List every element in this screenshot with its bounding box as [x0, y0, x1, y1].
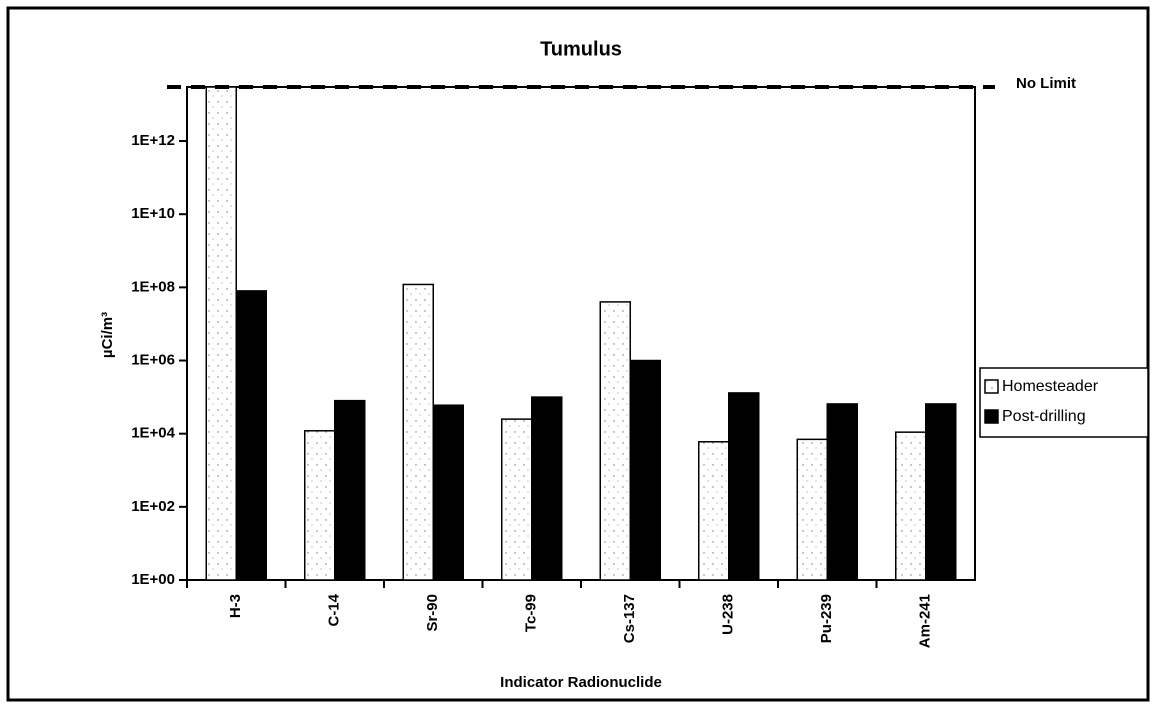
- bar: [205, 86, 237, 581]
- y-axis-label: µCi/m³: [99, 312, 116, 358]
- bar: [501, 418, 533, 581]
- bar: [599, 301, 631, 581]
- legend-swatch: [984, 379, 999, 394]
- y-tick-label: 1E+06: [131, 351, 175, 368]
- bar: [531, 396, 563, 581]
- bar: [826, 403, 858, 581]
- x-tick-label: C-14: [326, 593, 343, 626]
- chart-title: Tumulus: [540, 38, 622, 60]
- x-tick-label: U-238: [720, 594, 737, 635]
- legend-swatch: [984, 409, 999, 424]
- x-axis-label: Indicator Radionuclide: [500, 674, 662, 691]
- bar: [925, 403, 957, 581]
- bar: [432, 404, 464, 581]
- bar: [334, 399, 366, 581]
- legend-label: Homesteader: [1002, 378, 1099, 395]
- bar: [698, 441, 730, 581]
- bar: [235, 290, 267, 581]
- x-tick-label: Pu-239: [818, 594, 835, 643]
- y-tick-label: 1E+08: [131, 278, 175, 295]
- y-tick-label: 1E+02: [131, 498, 175, 515]
- bar: [895, 431, 927, 581]
- x-tick-label: H-3: [227, 594, 244, 618]
- bar: [304, 430, 336, 581]
- y-tick-label: 1E+00: [131, 571, 175, 588]
- bar: [796, 438, 828, 581]
- reference-label: No Limit: [1016, 75, 1076, 92]
- x-tick-label: Cs-137: [621, 594, 638, 643]
- x-tick-label: Sr-90: [424, 594, 441, 632]
- y-tick-label: 1E+04: [131, 425, 175, 442]
- bar: [629, 359, 661, 581]
- legend-label: Post-drilling: [1002, 408, 1086, 425]
- bar: [402, 283, 434, 581]
- bar: [728, 392, 760, 581]
- x-tick-label: Am-241: [917, 594, 934, 648]
- y-tick-label: 1E+10: [131, 205, 175, 222]
- legend-box: [979, 367, 1149, 438]
- y-tick-label: 1E+12: [131, 132, 175, 149]
- x-tick-label: Tc-99: [523, 594, 540, 632]
- frame: [6, 6, 1150, 702]
